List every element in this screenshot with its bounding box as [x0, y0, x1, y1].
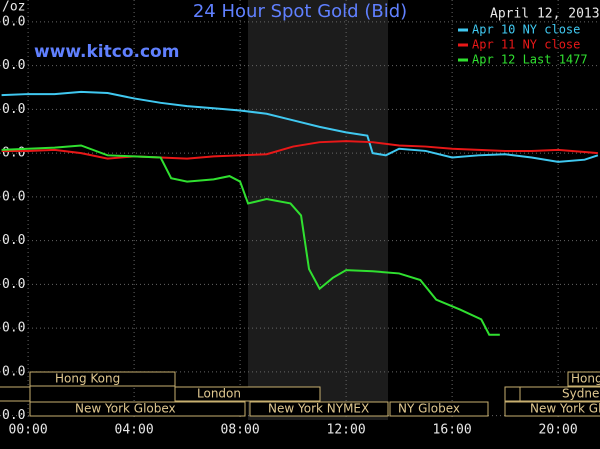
x-tick-label: 12:00	[327, 423, 366, 438]
x-tick-label: 20:00	[539, 423, 578, 438]
session-label: London	[197, 387, 241, 401]
y-tick-label: 0.0	[2, 408, 25, 423]
watermark: www.kitco.com	[34, 42, 179, 62]
x-tick-label: 08:00	[221, 423, 260, 438]
y-tick-label: 0.0	[2, 146, 25, 161]
legend-label: Apr 10 NY close	[472, 23, 580, 37]
y-tick-label: 0.0	[2, 277, 25, 292]
session-label: Sydney	[562, 387, 600, 401]
session-label: New York Globe	[530, 402, 600, 416]
y-axis-label: /oz	[2, 0, 25, 15]
y-tick-label: 0.0	[2, 102, 25, 117]
y-tick-label: 0.0	[2, 58, 25, 73]
nymex-shade	[248, 0, 388, 420]
legend-label: Apr 12 Last 1477	[472, 53, 588, 67]
chart-date: April 12, 2013	[490, 7, 600, 22]
chart-title: 24 Hour Spot Gold (Bid)	[193, 1, 407, 22]
x-tick-label: 00:00	[9, 423, 48, 438]
y-tick-label: 0.0	[2, 14, 25, 29]
session-label: NY Globex	[398, 402, 460, 416]
y-tick-label: 0.0	[2, 189, 25, 204]
session-label: New York Globex	[75, 402, 176, 416]
session-label: Hong Kong	[55, 372, 120, 386]
x-tick-label: 04:00	[115, 423, 154, 438]
y-tick-label: 0.0	[2, 364, 25, 379]
y-tick-label: 0.0	[2, 321, 25, 336]
session-label: New York NYMEX	[268, 402, 369, 416]
series-line	[1, 144, 500, 336]
series-line	[1, 140, 598, 160]
series-line	[1, 90, 599, 163]
session-label: Hong	[571, 372, 600, 386]
y-tick-label: 0.0	[2, 233, 25, 248]
legend-label: Apr 11 NY close	[472, 38, 580, 52]
x-tick-label: 16:00	[433, 423, 472, 438]
